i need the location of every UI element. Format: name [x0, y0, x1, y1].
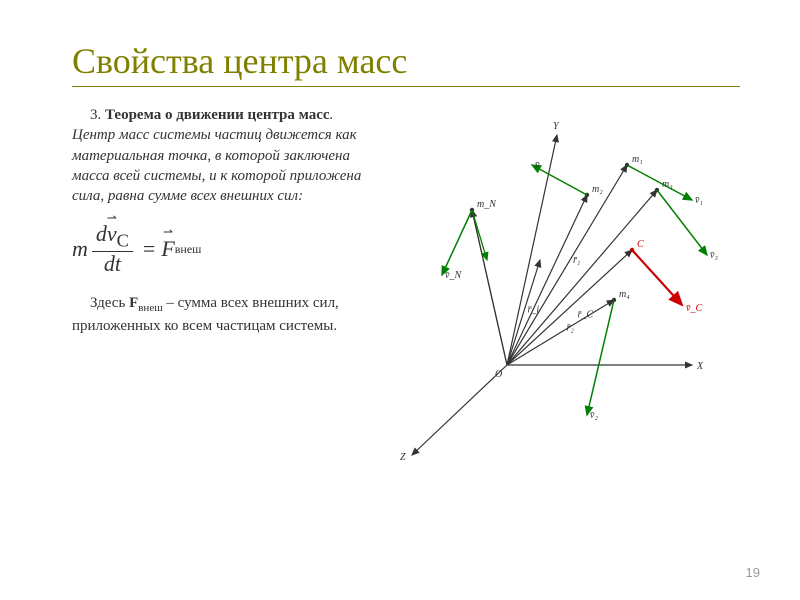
num-d: d — [96, 221, 107, 246]
svg-text:m₂: m₂ — [592, 184, 603, 195]
svg-text:Z: Z — [400, 452, 406, 463]
svg-text:v̄₃: v̄₃ — [710, 250, 718, 261]
fraction-denominator: dt — [100, 252, 125, 275]
v-arrow-icon: ⇀ — [107, 212, 117, 225]
theorem-paragraph: 3. Теорема о движении центра масс. Центр… — [72, 105, 362, 206]
vector-diagram: XYZOr̄_ir̄₁m₁v̄₁m₂v̄m₃v̄₃r̄₂m₄v̄₂m_Nv̄_N… — [372, 105, 732, 475]
num-vC: ⇀v — [107, 222, 117, 245]
fraction-numerator: d⇀vC — [92, 222, 133, 252]
svg-text:v̄: v̄ — [535, 160, 540, 171]
diagram-column: XYZOr̄_ir̄₁m₁v̄₁m₂v̄m₃v̄₃r̄₂m₄v̄₂m_Nv̄_N… — [372, 105, 740, 475]
slide-title: Свойства центра масс — [72, 40, 740, 82]
formula-eq: = — [143, 234, 155, 264]
para2-sub: внеш — [138, 302, 162, 314]
svg-text:v̄_C: v̄_C — [686, 303, 702, 314]
para2-prefix: Здесь — [90, 295, 129, 311]
theorem-name: Теорема о движении центра масс — [105, 107, 330, 123]
page-number: 19 — [746, 565, 760, 580]
formula-m: m — [72, 234, 88, 264]
svg-text:r̄₂: r̄₂ — [567, 323, 575, 334]
svg-text:r̄₁: r̄₁ — [573, 255, 580, 266]
formula: m d⇀vC dt = ⇀ F внеш — [72, 222, 362, 275]
para-number: 3. — [90, 107, 105, 123]
svg-text:m₁: m₁ — [632, 154, 643, 165]
title-rule — [72, 86, 740, 87]
explanation-paragraph: Здесь Fвнеш – сумма всех внешних сил, пр… — [72, 293, 362, 336]
formula-fraction: d⇀vC dt — [92, 222, 133, 275]
svg-text:m_N: m_N — [477, 199, 497, 210]
svg-text:r̄_C: r̄_C — [578, 310, 594, 321]
text-column: 3. Теорема о движении центра масс. Центр… — [72, 105, 362, 475]
formula-F: ⇀ F — [161, 234, 174, 264]
content-row: 3. Теорема о движении центра масс. Центр… — [72, 105, 740, 475]
svg-text:O: O — [495, 369, 502, 380]
slide: Свойства центра масс 3. Теорема о движен… — [0, 0, 800, 600]
svg-text:m₄: m₄ — [619, 289, 630, 300]
svg-text:v̄₁: v̄₁ — [695, 195, 703, 206]
para2-F: F — [129, 295, 138, 311]
F-arrow-icon: ⇀ — [163, 224, 173, 240]
svg-text:v̄_N: v̄_N — [445, 270, 462, 281]
svg-text:v̄₂: v̄₂ — [590, 410, 598, 421]
den-dt: dt — [104, 251, 121, 276]
num-sub: C — [117, 231, 129, 251]
rhs-sub: внеш — [175, 241, 202, 257]
svg-text:C: C — [637, 239, 644, 250]
svg-text:Y: Y — [553, 121, 560, 132]
svg-text:m₃: m₃ — [662, 179, 673, 190]
svg-text:X: X — [696, 361, 704, 372]
